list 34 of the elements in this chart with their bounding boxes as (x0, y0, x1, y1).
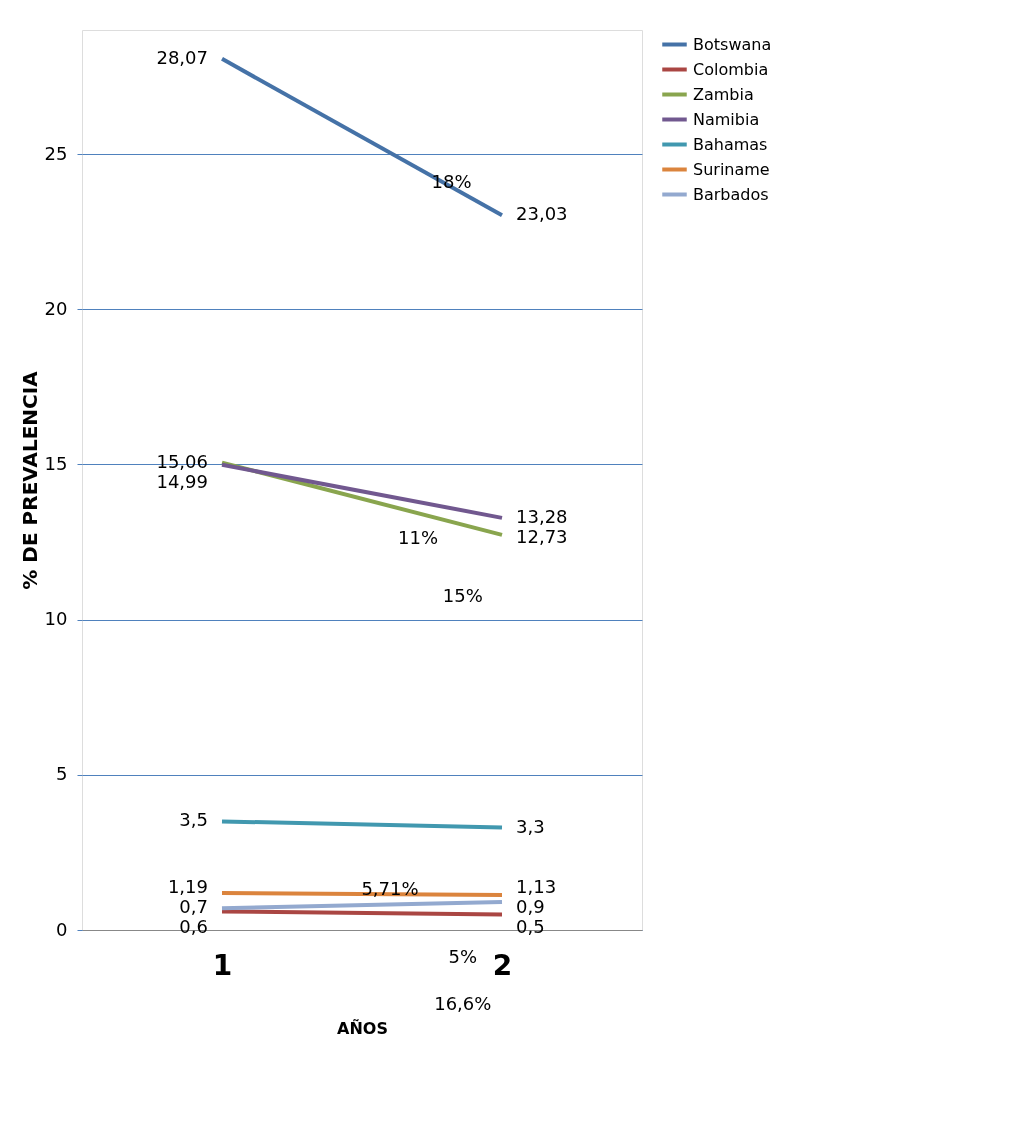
y-tick-label: 5 (56, 763, 68, 785)
data-label: 1,19 (167, 876, 208, 897)
data-label: 23,03 (516, 203, 568, 225)
legend-label: Zambia (693, 84, 754, 104)
y-tick-label: 10 (44, 608, 68, 630)
text: 5% (448, 946, 478, 967)
legend-label: Bahamas (693, 134, 768, 154)
data-label: 14,99 (156, 470, 208, 492)
y-tick-label: 20 (44, 297, 68, 319)
data-label: 28,07 (156, 46, 208, 68)
legend-label: Colombia (693, 59, 769, 79)
y-tick-label: 15 (44, 452, 68, 474)
annotation: 11% (397, 526, 439, 548)
legend-label: Barbados (693, 184, 769, 204)
data-label: 3,5 (179, 809, 208, 831)
legend-label: Namibia (693, 109, 760, 129)
data-label: 0,7 (179, 896, 208, 917)
data-label: 1,13 (516, 876, 557, 897)
data-label: 12,73 (516, 525, 568, 547)
data-label: 0,5 (516, 916, 545, 937)
y-tick-label: 0 (56, 918, 68, 940)
data-label: 0,6 (179, 916, 208, 937)
data-label: 13,28 (516, 505, 568, 527)
data-label: 3,3 (516, 815, 545, 837)
annotation: 15% (442, 585, 483, 606)
legend-label: Suriname (693, 159, 770, 179)
data-label: 0,9 (516, 896, 545, 917)
x-axis-title: AÑOS (337, 1018, 388, 1038)
y-tick-label: 25 (44, 142, 68, 164)
x-tick-label: 2 (492, 948, 513, 982)
text: 16,6% (434, 993, 492, 1014)
y-axis-title: % DE PREVALENCIA (17, 370, 42, 590)
x-tick-label: 1 (212, 948, 233, 982)
legend-label: Botswana (693, 34, 772, 54)
